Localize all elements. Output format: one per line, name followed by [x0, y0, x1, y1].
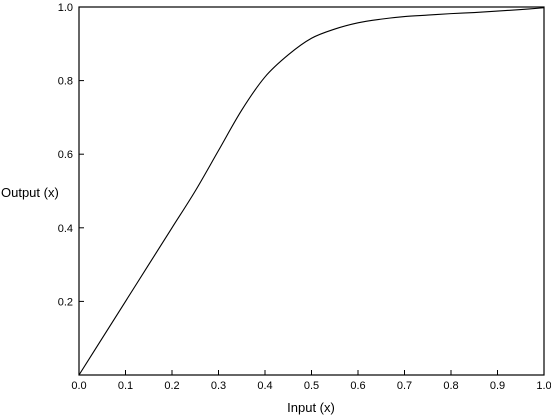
series-layer	[78, 7, 545, 376]
x-tick-label: 0.6	[350, 380, 365, 392]
x-tick-label: 0.3	[211, 380, 226, 392]
x-tick-label: 0.2	[164, 380, 179, 392]
y-tick-label: 0.2	[58, 296, 73, 308]
y-tick-label: 0.8	[58, 76, 73, 88]
x-tick-label: 0.5	[304, 380, 319, 392]
y-axis-label: Output (x)	[1, 185, 59, 200]
x-tick-label: 0.8	[443, 380, 458, 392]
x-tick-label: 1.0	[536, 380, 551, 392]
y-tick-label: 0.4	[58, 223, 73, 235]
x-axis-ticks: 0.0 0.1 0.2 0.3 0.4 0.5 0.6 0.7 0.8 0.9 1.0	[71, 370, 551, 392]
y-tick-label: 0.6	[58, 149, 73, 161]
y-tick-label: 1.0	[58, 2, 73, 14]
x-axis-label: Input (x)	[287, 400, 335, 415]
x-tick-label: 0.0	[71, 380, 86, 392]
x-tick-label: 0.1	[118, 380, 133, 392]
y-axis-ticks: 0.2 0.4 0.6 0.8 1.0	[58, 2, 84, 308]
plot-frame	[78, 6, 545, 376]
x-tick-label: 0.9	[490, 380, 505, 392]
x-tick-label: 0.7	[397, 380, 412, 392]
x-tick-label: 0.4	[257, 380, 272, 392]
series-line	[78, 7, 545, 376]
